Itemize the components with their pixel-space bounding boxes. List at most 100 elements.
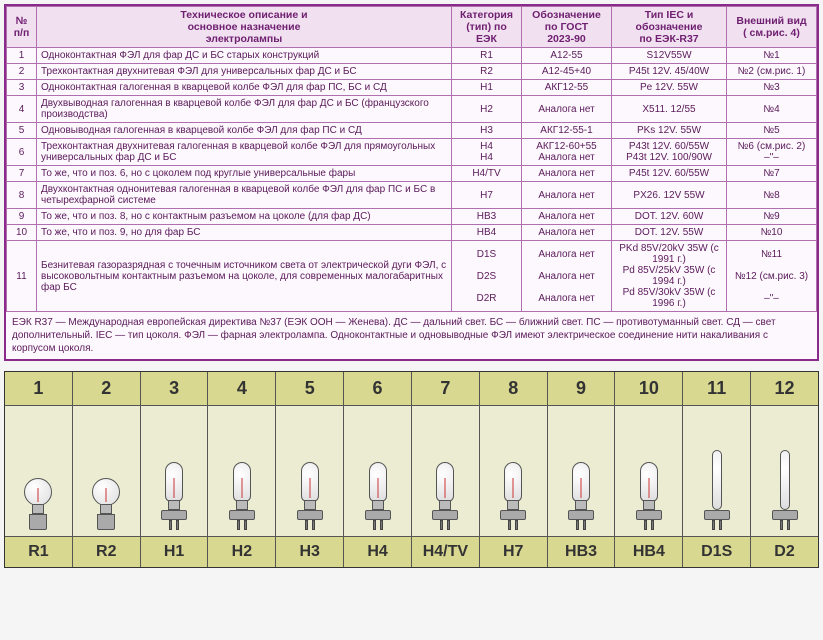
table-cell: №9 xyxy=(727,209,817,225)
table-row: 5Одновыводная галогенная в кварцевой кол… xyxy=(7,123,817,139)
col-gost: Обозначениепо ГОСТ2023-90 xyxy=(522,7,612,48)
lamp-figure: 123456789101112 R1R2H1H2H3H4H4/TVH7HB3HB… xyxy=(4,371,819,568)
col-num: №п/п xyxy=(7,7,37,48)
table-cell: DOT. 12V. 55W xyxy=(612,225,727,241)
table-cell: Трехконтактная двухнитевая ФЭЛ для униве… xyxy=(37,64,452,80)
lamp-illustration xyxy=(683,406,751,536)
table-row: 4Двухвыводная галогенная в кварцевой кол… xyxy=(7,96,817,123)
table-row: 8Двухконтактная однонитевая галогенная в… xyxy=(7,182,817,209)
table-cell: №8 xyxy=(727,182,817,209)
table-cell: 5 xyxy=(7,123,37,139)
table-cell: 2 xyxy=(7,64,37,80)
table-cell: Двухвыводная галогенная в кварцевой колб… xyxy=(37,96,452,123)
table-cell: 8 xyxy=(7,182,37,209)
lamp-illustration xyxy=(276,406,344,536)
figure-number: 7 xyxy=(412,372,480,406)
figure-number: 8 xyxy=(480,372,548,406)
table-cell: P45t 12V. 45/40W xyxy=(612,64,727,80)
table-cell: Двухконтактная однонитевая галогенная в … xyxy=(37,182,452,209)
table-cell: №5 xyxy=(727,123,817,139)
table-row: 9То же, что и поз. 8, но с контактным ра… xyxy=(7,209,817,225)
table-cell: Аналога нет xyxy=(522,209,612,225)
table-cell: То же, что и поз. 9, но для фар БС xyxy=(37,225,452,241)
col-iec: Тип IEC иобозначениепо ЕЭК-R37 xyxy=(612,7,727,48)
figure-number: 10 xyxy=(615,372,683,406)
figure-number: 1 xyxy=(5,372,73,406)
lamp-illustration xyxy=(5,406,73,536)
figure-code: D1S xyxy=(683,536,751,567)
table-row: 10То же, что и поз. 9, но для фар БСHB4А… xyxy=(7,225,817,241)
table-cell: Одноконтактная галогенная в кварцевой ко… xyxy=(37,80,452,96)
table-cell: Аналога нет xyxy=(522,182,612,209)
figure-code: D2 xyxy=(751,536,818,567)
table-row: 2Трехконтактная двухнитевая ФЭЛ для унив… xyxy=(7,64,817,80)
table-cell: Аналога нет xyxy=(522,96,612,123)
table-cell: DOT. 12V. 60W xyxy=(612,209,727,225)
table-cell: Pe 12V. 55W xyxy=(612,80,727,96)
table-cell: H7 xyxy=(452,182,522,209)
table-row: 6Трехконтактная двухнитевая галогенная в… xyxy=(7,139,817,166)
table-cell: R1 xyxy=(452,48,522,64)
table-cell: 4 xyxy=(7,96,37,123)
table-cell: PX26. 12V 55W xyxy=(612,182,727,209)
figure-number: 4 xyxy=(208,372,276,406)
table-cell: №2 (см.рис. 1) xyxy=(727,64,817,80)
lamp-illustration xyxy=(480,406,548,536)
table-cell: R2 xyxy=(452,64,522,80)
figure-number: 9 xyxy=(548,372,616,406)
lamp-illustration xyxy=(73,406,141,536)
figure-code: HB3 xyxy=(548,536,616,567)
table-cell: H2 xyxy=(452,96,522,123)
table-cell: АКГ12-60+55Аналога нет xyxy=(522,139,612,166)
table-cell: Одновыводная галогенная в кварцевой колб… xyxy=(37,123,452,139)
table-cell: H4/TV xyxy=(452,166,522,182)
figure-number: 5 xyxy=(276,372,344,406)
table-cell: H4H4 xyxy=(452,139,522,166)
figure-number: 6 xyxy=(344,372,412,406)
figure-number: 11 xyxy=(683,372,751,406)
table-cell: 10 xyxy=(7,225,37,241)
table-cell: Аналога нет xyxy=(522,166,612,182)
figure-code: R1 xyxy=(5,536,73,567)
table-cell: X511. 12/55 xyxy=(612,96,727,123)
table-cell: №3 xyxy=(727,80,817,96)
table-cell: 9 xyxy=(7,209,37,225)
figure-code: H7 xyxy=(480,536,548,567)
table-row: 7То же, что и поз. 6, но с цоколем под к… xyxy=(7,166,817,182)
table-cell: №4 xyxy=(727,96,817,123)
table-cell: Трехконтактная двухнитевая галогенная в … xyxy=(37,139,452,166)
figure-code: H2 xyxy=(208,536,276,567)
figure-code: H4 xyxy=(344,536,412,567)
table-row: 3Одноконтактная галогенная в кварцевой к… xyxy=(7,80,817,96)
figure-code: HB4 xyxy=(615,536,683,567)
figure-code: R2 xyxy=(73,536,141,567)
figure-number: 12 xyxy=(751,372,818,406)
table-cell: №11№12 (см.рис. 3)–"– xyxy=(727,241,817,312)
table-cell: 3 xyxy=(7,80,37,96)
table-cell: 11 xyxy=(7,241,37,312)
table-cell: Аналога нет xyxy=(522,225,612,241)
figure-code: H3 xyxy=(276,536,344,567)
table-footnote: ЕЭК R37 — Международная европейская дире… xyxy=(6,312,817,359)
lamp-illustration xyxy=(751,406,818,536)
table-cell: PKs 12V. 55W xyxy=(612,123,727,139)
table-cell: P43t 12V. 60/55WP43t 12V. 100/90W xyxy=(612,139,727,166)
lamp-illustration xyxy=(548,406,616,536)
table-cell: №7 xyxy=(727,166,817,182)
table-cell: А12-45+40 xyxy=(522,64,612,80)
table-cell: №10 xyxy=(727,225,817,241)
table-cell: HB4 xyxy=(452,225,522,241)
table-cell: S12V55W xyxy=(612,48,727,64)
table-cell: PKd 85V/20kV 35W (с 1991 г.)Pd 85V/25kV … xyxy=(612,241,727,312)
figure-number: 3 xyxy=(141,372,209,406)
figure-number: 2 xyxy=(73,372,141,406)
table-cell: D1SD2SD2R xyxy=(452,241,522,312)
table-cell: №6 (см.рис. 2)–"– xyxy=(727,139,817,166)
table-cell: А12-55 xyxy=(522,48,612,64)
table-cell: Аналога нетАналога нетАналога нет xyxy=(522,241,612,312)
table-cell: 7 xyxy=(7,166,37,182)
table-cell: H3 xyxy=(452,123,522,139)
col-desc: Техническое описание иосновное назначени… xyxy=(37,7,452,48)
col-cat: Категория(тип) поЕЭК xyxy=(452,7,522,48)
table-cell: АКГ12-55-1 xyxy=(522,123,612,139)
